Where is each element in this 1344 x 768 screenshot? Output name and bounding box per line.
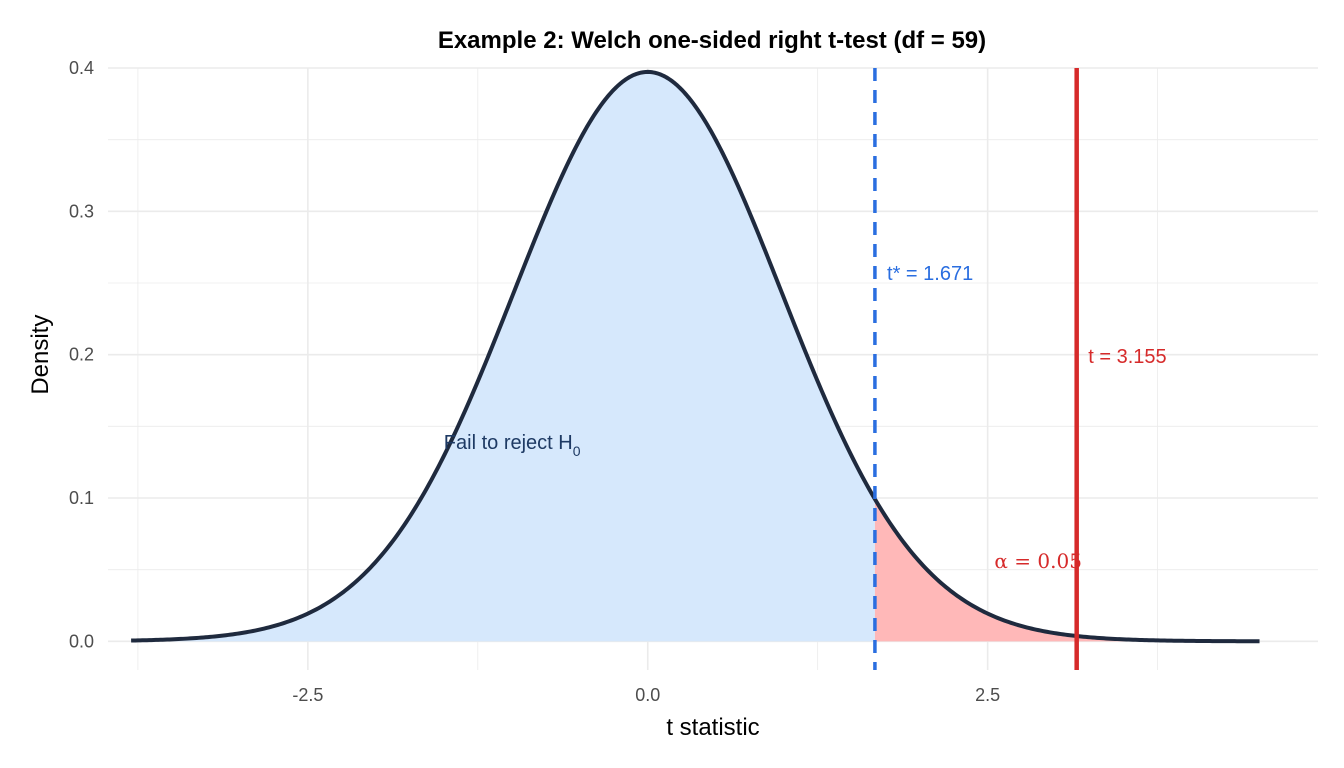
fail-to-reject-text: Fail to reject H (444, 432, 573, 454)
test-statistic-label: t = 3.155 (1088, 346, 1166, 368)
critical-value-label: t* = 1.671 (887, 263, 973, 285)
acceptance-region (131, 71, 875, 642)
alpha-symbol: α (994, 549, 1008, 573)
x-tick-label: -2.5 (292, 685, 323, 705)
y-tick-label: 0.0 (69, 631, 94, 651)
y-tick-label: 0.3 (69, 201, 94, 221)
density-curve (131, 69, 1260, 644)
y-axis-label: Density (27, 315, 54, 395)
chart-title: Example 2: Welch one-sided right t-test … (438, 27, 986, 54)
x-tick-label: 0.0 (635, 685, 660, 705)
fail-to-reject-label: Fail to reject H0 (444, 432, 581, 459)
fail-to-reject-subscript: 0 (573, 443, 581, 459)
y-tick-label: 0.4 (69, 58, 94, 78)
alpha-value: = 0.05 (1008, 549, 1082, 573)
y-tick-labels: 0.0 0.1 0.2 0.3 0.4 (69, 58, 94, 651)
y-tick-label: 0.1 (69, 488, 94, 508)
y-tick-label: 0.2 (69, 345, 94, 365)
x-axis-label: t statistic (666, 714, 759, 741)
x-tick-labels: -2.5 0.0 2.5 (292, 685, 1000, 705)
alpha-label: α = 0.05 (994, 549, 1082, 573)
x-tick-label: 2.5 (975, 685, 1000, 705)
